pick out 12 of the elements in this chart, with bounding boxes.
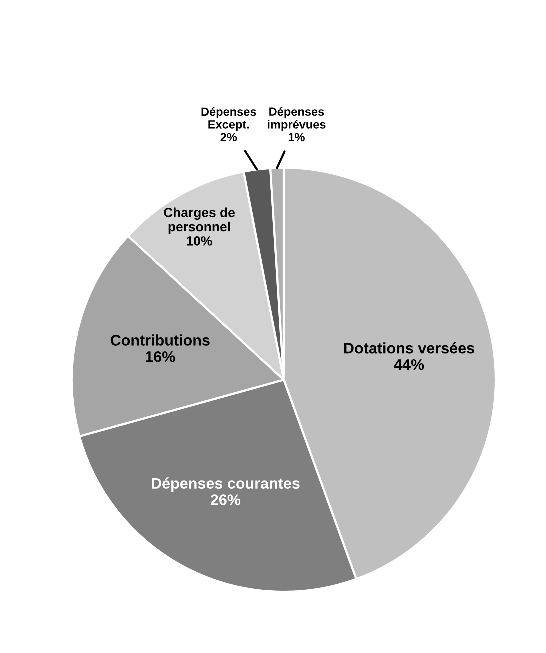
slice-label: Dépenses imprévues <box>268 107 326 132</box>
slice-label: Dépenses courantes <box>152 478 300 492</box>
data-label: 44% <box>394 359 424 370</box>
slice-label: Contributions <box>110 334 210 346</box>
slice-label: Dotations versées <box>344 342 474 354</box>
data-label: 10% <box>187 236 212 246</box>
data-label: 26% <box>210 494 241 506</box>
data-label: 16% <box>146 352 176 362</box>
slice-label: Dépenses Except. <box>202 107 256 132</box>
data-label: 2% <box>220 133 238 142</box>
slice-label: Charges de personnel <box>164 208 235 234</box>
data-label: 1% <box>288 133 305 142</box>
